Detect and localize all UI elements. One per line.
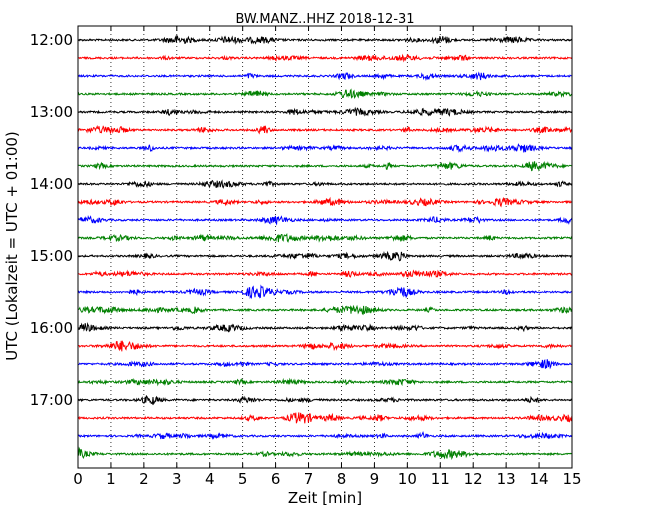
seismic-trace: [77, 179, 573, 189]
seismic-trace: [77, 431, 573, 440]
x-axis-ticks: 0 1 2 3 4 5 6 7 8 9 10 11 12 13 14 15: [73, 26, 582, 488]
x-tick-label: 2: [139, 470, 149, 488]
chart-title: BW.MANZ..HHZ 2018-12-31: [235, 12, 415, 27]
seismic-trace: [77, 284, 573, 300]
x-tick-label: 8: [337, 470, 347, 488]
vertical-grid: [110, 26, 540, 468]
seismic-trace: [77, 53, 573, 63]
y-axis-ticks: 12:00 13:00 14:00 15:00 16:00 17:00: [30, 31, 572, 409]
x-axis-label: Zeit [min]: [287, 489, 363, 507]
x-tick-label: 3: [172, 470, 182, 488]
y-axis-label: UTC (Lokalzeit = UTC + 01:00): [3, 131, 21, 361]
y-tick-label: 17:00: [30, 391, 73, 409]
x-tick-label: 14: [530, 470, 549, 488]
seismic-trace: [77, 304, 573, 316]
x-tick-label: 12: [464, 470, 483, 488]
seismic-trace: [77, 71, 572, 82]
x-tick-label: 10: [398, 470, 417, 488]
x-tick-label: 11: [431, 470, 450, 488]
seismic-trace: [77, 125, 573, 135]
y-tick-label: 14:00: [30, 175, 73, 193]
seismic-trace: [77, 106, 573, 117]
seismic-trace: [77, 143, 573, 153]
x-tick-label: 6: [271, 470, 281, 488]
seismic-trace: [77, 322, 573, 333]
x-tick-label: 0: [73, 470, 83, 488]
seismic-trace: [77, 232, 573, 243]
seismic-trace: [77, 196, 573, 208]
x-tick-label: 1: [106, 470, 116, 488]
seismic-trace: [77, 358, 573, 370]
seismic-traces: [77, 34, 573, 460]
x-tick-label: 13: [497, 470, 516, 488]
seismic-trace: [77, 446, 572, 460]
x-tick-label: 9: [370, 470, 380, 488]
y-tick-label: 13:00: [30, 103, 73, 121]
x-tick-label: 15: [562, 470, 581, 488]
seismic-trace: [77, 250, 572, 262]
x-tick-label: 7: [304, 470, 314, 488]
seismic-trace: [77, 215, 573, 226]
x-tick-label: 4: [205, 470, 215, 488]
seismic-trace: [77, 394, 573, 406]
seismic-trace: [77, 88, 573, 99]
y-tick-label: 16:00: [30, 319, 73, 337]
y-tick-label: 12:00: [30, 31, 73, 49]
x-tick-label: 5: [238, 470, 248, 488]
seismic-trace: [77, 269, 573, 278]
seismic-trace: [77, 340, 573, 352]
seismic-trace: [77, 160, 573, 172]
seismic-trace: [77, 34, 573, 45]
seismic-trace: [77, 412, 573, 424]
plot-frame: [77, 25, 573, 469]
seismic-trace: [77, 377, 573, 387]
y-tick-label: 15:00: [30, 247, 73, 265]
